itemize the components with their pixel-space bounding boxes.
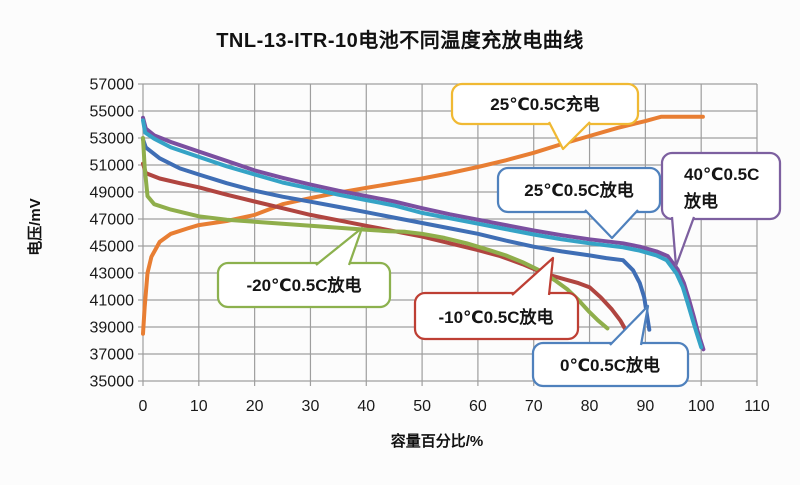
y-axis-title: 电压/mV bbox=[26, 198, 44, 256]
y-tick-label: 47000 bbox=[90, 212, 135, 229]
x-tick-label: 10 bbox=[190, 398, 208, 415]
y-tick-label: 55000 bbox=[90, 104, 135, 121]
tick-layer: 57000 55000 53000 51000 49000 47000 45000 43000… bbox=[90, 77, 770, 416]
curve-charge-25c bbox=[141, 114, 705, 336]
y-tick-label: 43000 bbox=[90, 266, 135, 283]
callout-discharge-40c-label: 放电 bbox=[683, 191, 718, 211]
callout-discharge-40c-pointer bbox=[670, 216, 696, 268]
x-tick-label: 50 bbox=[413, 398, 431, 415]
callout-discharge-0c: 0℃0.5C放电 bbox=[531, 304, 690, 388]
callout-discharge-minus10c-label: -10℃0.5C放电 bbox=[438, 307, 553, 327]
x-tick-label: 60 bbox=[469, 398, 487, 415]
y-tick-label: 37000 bbox=[90, 347, 135, 364]
y-tick-label: 49000 bbox=[90, 185, 135, 202]
x-tick-label: 110 bbox=[744, 398, 770, 415]
series-layer bbox=[141, 114, 706, 352]
y-tick-label: 39000 bbox=[90, 320, 135, 337]
callout-discharge-40c-box bbox=[660, 151, 782, 221]
callout-discharge-25c: 25℃0.5C放电 bbox=[496, 166, 662, 240]
curve-discharge-minus20c bbox=[141, 136, 610, 331]
x-tick-label: 40 bbox=[357, 398, 375, 415]
callout-discharge-minus20c-label: -20℃0.5C放电 bbox=[246, 275, 361, 295]
curve-discharge-25c bbox=[141, 118, 704, 350]
callout-discharge-0c-pointer bbox=[609, 304, 650, 346]
callout-layer: 25℃0.5C充电 25℃0.5C放电 40℃0.5C 放电 -20℃0.5C放电 -10… bbox=[216, 82, 782, 388]
callout-charge-25c: 25℃0.5C充电 bbox=[450, 82, 640, 151]
y-tick-label: 57000 bbox=[90, 77, 135, 94]
x-tick-label: 80 bbox=[581, 398, 599, 415]
x-tick-label: 30 bbox=[302, 398, 320, 415]
curve-discharge-0c bbox=[141, 137, 652, 332]
y-tick-label: 41000 bbox=[90, 293, 135, 310]
callout-discharge-minus20c: -20℃0.5C放电 bbox=[216, 226, 392, 309]
callout-discharge-minus10c-pointer bbox=[511, 256, 555, 296]
curve-discharge-minus10c bbox=[141, 161, 633, 338]
x-axis-title: 容量百分比/% bbox=[390, 432, 484, 450]
y-tick-label: 35000 bbox=[90, 374, 135, 391]
curve-discharge-40c bbox=[141, 115, 706, 352]
callout-discharge-0c-label: 0℃0.5C放电 bbox=[560, 355, 660, 375]
grid-layer bbox=[138, 83, 758, 386]
callout-discharge-minus10c: -10℃0.5C放电 bbox=[413, 256, 580, 341]
y-tick-label: 53000 bbox=[90, 131, 135, 148]
callout-charge-25c-label: 25℃0.5C充电 bbox=[490, 94, 599, 114]
callout-discharge-40c: 40℃0.5C 放电 bbox=[660, 151, 782, 268]
callout-discharge-minus20c-box bbox=[216, 261, 392, 309]
callout-discharge-minus10c-box bbox=[413, 291, 580, 341]
x-tick-label: 70 bbox=[525, 398, 543, 415]
chart-title: TNL-13-ITR-10电池不同温度充放电曲线 bbox=[216, 30, 584, 52]
x-tick-label: 0 bbox=[139, 398, 148, 415]
y-tick-label: 51000 bbox=[90, 158, 135, 175]
callout-discharge-40c-label: 40℃0.5C bbox=[684, 165, 759, 184]
callout-charge-25c-pointer bbox=[548, 121, 591, 151]
y-tick-label: 45000 bbox=[90, 239, 135, 256]
x-tick-label: 100 bbox=[688, 398, 715, 415]
callout-discharge-25c-pointer bbox=[584, 209, 639, 240]
x-tick-label: 90 bbox=[636, 398, 654, 415]
x-tick-label: 20 bbox=[246, 398, 264, 415]
callout-discharge-25c-label: 25℃0.5C放电 bbox=[524, 180, 633, 200]
callout-charge-25c-box bbox=[450, 82, 640, 126]
callout-discharge-25c-box bbox=[496, 166, 662, 214]
callout-discharge-minus20c-pointer bbox=[315, 226, 364, 266]
